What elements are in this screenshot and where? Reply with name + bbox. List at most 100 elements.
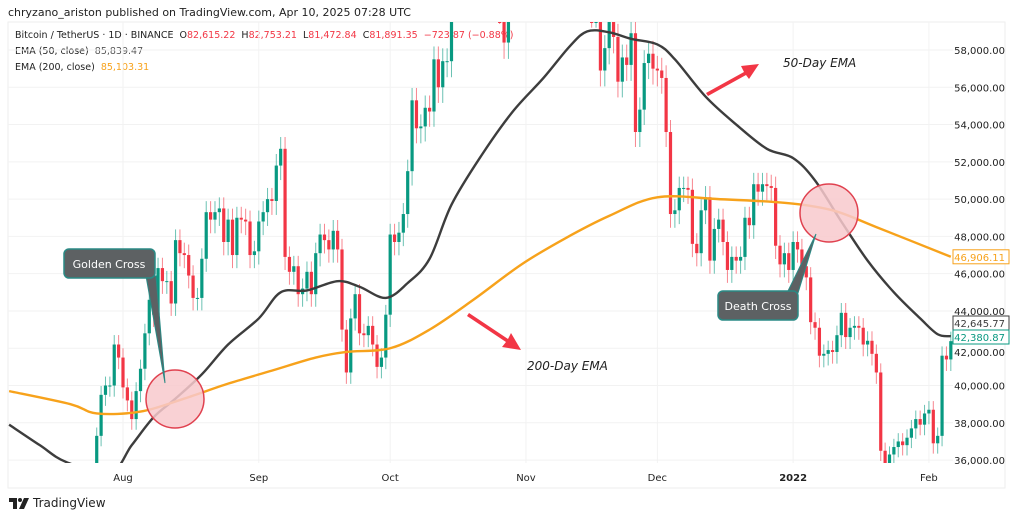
- candle-body: [660, 70, 664, 78]
- candle-body: [261, 212, 265, 222]
- candle: [664, 65, 668, 148]
- candle-body: [931, 409, 935, 444]
- death-cross-callout: [717, 290, 799, 321]
- candle-body: [778, 245, 782, 265]
- candle-body: [331, 230, 335, 250]
- price-axis[interactable]: 58,000.00 56,000.00 54,000.00 52,000.00 50,0…: [952, 46, 1010, 467]
- candle: [892, 438, 896, 463]
- candle-body: [103, 385, 108, 395]
- candle-body: [695, 243, 699, 254]
- candle-body: [287, 256, 292, 272]
- candle: [327, 229, 331, 263]
- ema50-legend[interactable]: EMA (50, close) 85,839.47: [15, 46, 143, 58]
- ema200-legend[interactable]: EMA (200, close) 85,103.31: [15, 62, 149, 74]
- candle-body: [638, 109, 642, 133]
- candle-body: [830, 350, 835, 352]
- candle: [414, 87, 419, 144]
- candle-body: [195, 297, 200, 299]
- candle: [209, 201, 213, 234]
- candle-body: [690, 189, 694, 244]
- x-tick-label: 2022: [779, 473, 807, 484]
- candle-body: [883, 450, 887, 463]
- price-label-text: 42,645.77: [954, 319, 1005, 330]
- candle: [401, 203, 405, 247]
- candle-body: [760, 184, 765, 192]
- candle-body: [357, 294, 362, 334]
- candle: [445, 48, 449, 78]
- candle-body: [861, 327, 865, 345]
- candle: [449, 22, 454, 78]
- candle-body: [125, 387, 129, 401]
- candle: [905, 429, 909, 456]
- candle: [95, 427, 99, 463]
- y-tick-label: 42,000.00: [954, 348, 1005, 359]
- candle-body: [147, 299, 151, 334]
- y-tick-label: 38,000.00: [954, 419, 1005, 430]
- x-tick-label: Nov: [516, 473, 536, 484]
- candle: [252, 240, 256, 269]
- candle: [857, 316, 861, 340]
- candle-body: [366, 325, 370, 336]
- candle-body: [209, 212, 213, 220]
- candle-body: [651, 53, 655, 69]
- candle-body: [629, 33, 633, 65]
- candle-body: [248, 221, 252, 256]
- candle: [244, 208, 248, 236]
- price-label: 42,645.77: [952, 315, 1010, 331]
- candle-body: [340, 249, 344, 330]
- candle-body: [835, 335, 839, 352]
- candle: [436, 46, 440, 103]
- ema50-note: 50-Day EMA: [783, 56, 856, 70]
- candle: [782, 242, 786, 278]
- candle: [239, 206, 243, 234]
- candle: [173, 229, 178, 316]
- candle-body: [173, 240, 178, 304]
- candle-body: [239, 217, 243, 220]
- candle-body: [712, 228, 716, 261]
- candle-body: [502, 22, 506, 43]
- candle-body: [813, 322, 817, 328]
- arrow-to-ema200: [467, 313, 521, 350]
- close-value: 81,891.35: [369, 30, 418, 41]
- candle: [844, 303, 848, 349]
- low-value: 81,472.84: [308, 30, 357, 41]
- candle: [112, 335, 116, 397]
- candle: [769, 174, 773, 203]
- candle: [822, 344, 826, 368]
- candle: [204, 201, 208, 272]
- candle: [195, 287, 200, 311]
- candle: [432, 46, 436, 127]
- candle: [117, 335, 121, 370]
- candle: [830, 340, 835, 364]
- candle: [725, 231, 730, 283]
- candle-body: [922, 413, 927, 425]
- candle-body: [130, 400, 134, 420]
- candle-body: [738, 256, 743, 261]
- candle-body: [252, 251, 256, 256]
- tradingview-logo[interactable]: TradingView: [9, 495, 106, 511]
- price-chart[interactable]: 58,000.00 56,000.00 54,000.00 52,000.00 50,0…: [0, 0, 1024, 490]
- candle: [738, 246, 743, 274]
- candle: [690, 178, 694, 258]
- candle: [270, 187, 274, 215]
- candle: [703, 186, 708, 225]
- candle: [603, 35, 607, 87]
- candle-body: [668, 132, 673, 215]
- candle-body: [187, 255, 191, 276]
- candle-body: [901, 441, 905, 446]
- candle-body: [165, 281, 169, 283]
- time-axis[interactable]: Aug Sep Oct Nov Dec 2022 Feb: [113, 473, 938, 484]
- candle-body: [625, 57, 629, 65]
- symbol-name[interactable]: Bitcoin / TetherUS · 1D · BINANCE: [15, 30, 174, 41]
- candle-body: [160, 268, 165, 282]
- y-tick-label: 56,000.00: [954, 83, 1005, 94]
- candle-body: [423, 107, 427, 127]
- candle: [191, 265, 195, 311]
- candle-body: [406, 171, 410, 215]
- y-tick-label: 44,000.00: [954, 307, 1005, 318]
- candle-body: [432, 59, 436, 112]
- candle-body: [445, 61, 449, 63]
- candle: [839, 303, 843, 348]
- candle-body: [436, 59, 440, 88]
- price-label: 46,906.11: [952, 249, 1010, 265]
